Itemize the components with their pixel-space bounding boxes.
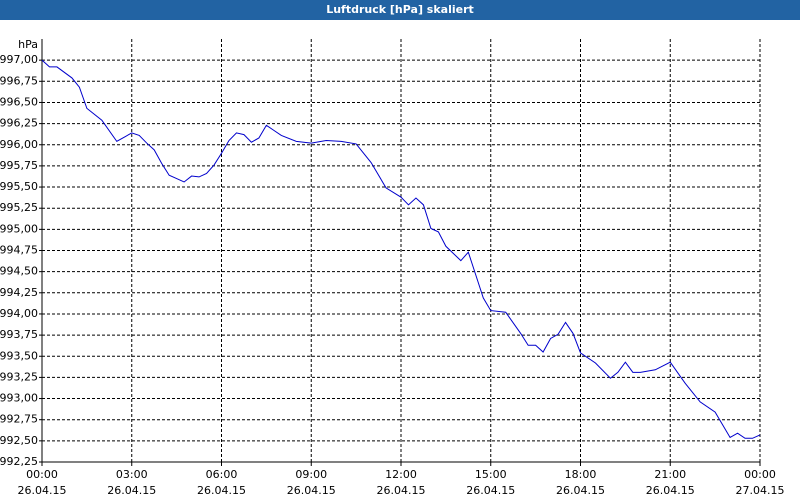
x-tick-date: 26.04.15 xyxy=(197,484,246,497)
y-tick-label: 996,25 xyxy=(0,117,38,130)
x-tick-label: 00:00 xyxy=(26,468,58,481)
x-tick-label: 06:00 xyxy=(206,468,238,481)
x-tick-date: 26.04.15 xyxy=(287,484,336,497)
y-tick-label: 995,50 xyxy=(0,180,38,193)
x-tick-label: 09:00 xyxy=(295,468,327,481)
y-tick-label: 993,25 xyxy=(0,370,38,383)
y-tick-label: 992,25 xyxy=(0,455,38,468)
x-tick-date: 26.04.15 xyxy=(466,484,515,497)
x-tick-date: 27.04.15 xyxy=(736,484,785,497)
title-bar xyxy=(0,0,800,20)
y-tick-label: 997,00 xyxy=(0,53,38,66)
x-tick-label: 00:00 xyxy=(744,468,776,481)
x-tick-label: 12:00 xyxy=(385,468,417,481)
y-tick-label: 996,50 xyxy=(0,95,38,108)
y-tick-label: 992,50 xyxy=(0,434,38,447)
x-tick-label: 15:00 xyxy=(475,468,507,481)
x-tick-date: 26.04.15 xyxy=(556,484,605,497)
y-tick-label: 993,00 xyxy=(0,392,38,405)
y-tick-label: 995,25 xyxy=(0,201,38,214)
y-tick-label: 993,50 xyxy=(0,349,38,362)
chart-title: Luftdruck [hPa] skaliert xyxy=(326,3,474,16)
x-tick-date: 26.04.15 xyxy=(18,484,67,497)
y-tick-label: 993,75 xyxy=(0,328,38,341)
x-tick-label: 18:00 xyxy=(565,468,597,481)
y-tick-label: 994,00 xyxy=(0,307,38,320)
y-tick-label: 992,75 xyxy=(0,413,38,426)
y-tick-label: 995,75 xyxy=(0,159,38,172)
y-tick-label: 994,50 xyxy=(0,265,38,278)
x-tick-label: 21:00 xyxy=(654,468,686,481)
y-axis-label: hPa xyxy=(18,38,38,51)
y-tick-label: 996,75 xyxy=(0,74,38,87)
y-tick-label: 995,00 xyxy=(0,222,38,235)
x-tick-date: 26.04.15 xyxy=(377,484,426,497)
x-tick-date: 26.04.15 xyxy=(646,484,695,497)
data-line xyxy=(41,59,761,439)
y-tick-label: 994,75 xyxy=(0,244,38,257)
y-tick-label: 996,00 xyxy=(0,138,38,151)
x-tick-date: 26.04.15 xyxy=(107,484,156,497)
y-tick-label: 994,25 xyxy=(0,286,38,299)
x-tick-label: 03:00 xyxy=(116,468,148,481)
